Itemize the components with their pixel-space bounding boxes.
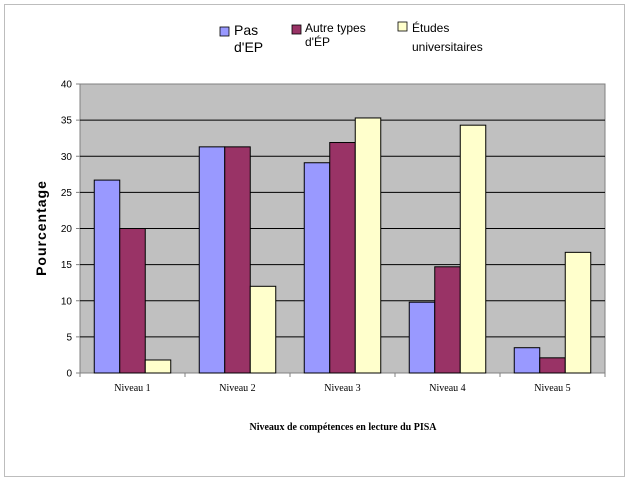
x-tick-label: Niveau 2: [219, 383, 255, 394]
legend-label: d'EP: [234, 39, 263, 55]
y-tick-label: 0: [66, 369, 72, 380]
y-tick-label: 40: [61, 80, 73, 91]
bar: [198, 146, 226, 374]
bar: [119, 228, 146, 374]
y-tick-label: 20: [61, 224, 73, 235]
bar: [459, 124, 487, 374]
legend-label: Autre types: [305, 21, 366, 35]
legend-label: Études: [412, 20, 449, 35]
bar: [408, 301, 436, 374]
y-tick-label: 5: [66, 332, 72, 343]
legend-label: universitaires: [412, 40, 483, 54]
y-tick-label: 30: [61, 152, 73, 163]
x-tick-label: Niveau 1: [114, 383, 150, 394]
bar: [303, 162, 331, 374]
legend-swatch: [397, 21, 408, 32]
bar: [249, 285, 277, 374]
legend-swatch: [219, 26, 230, 37]
legend-swatch: [291, 24, 302, 35]
bar: [144, 359, 172, 374]
bar: [513, 347, 541, 374]
x-tick-label: Niveau 4: [429, 383, 465, 394]
x-tick-label: Niveau 3: [324, 383, 360, 394]
bar: [539, 357, 566, 374]
bar: [329, 142, 356, 374]
bar: [434, 266, 461, 374]
bar: [93, 179, 121, 374]
y-tick-label: 25: [61, 188, 73, 199]
legend-label: Pas: [234, 22, 258, 38]
bar: [564, 251, 592, 374]
y-tick-label: 35: [61, 116, 73, 127]
y-axis-label: Pourcentage: [33, 180, 49, 276]
y-tick-label: 15: [61, 260, 73, 271]
x-axis-label: Niveaux de compétences en lecture du PIS…: [249, 422, 437, 433]
bar: [354, 117, 382, 374]
bar: [224, 146, 251, 374]
y-tick-label: 10: [61, 296, 73, 307]
x-tick-label: Niveau 5: [534, 383, 570, 394]
legend-label: d'ÉP: [305, 34, 330, 49]
